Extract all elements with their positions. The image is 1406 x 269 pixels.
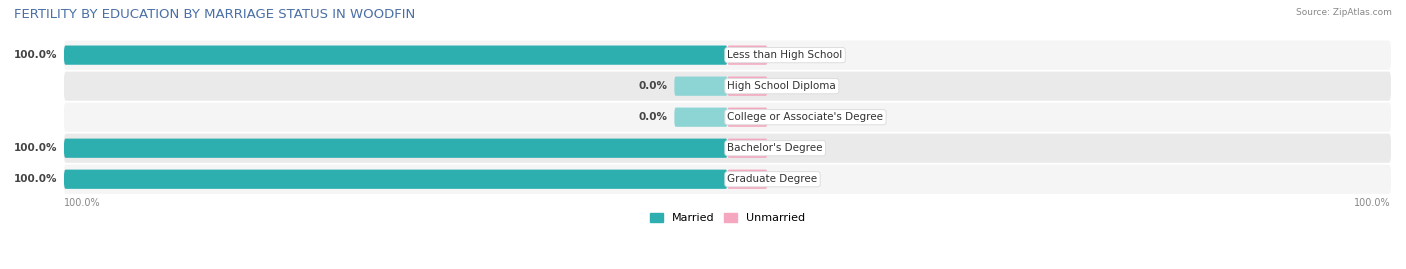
Text: FERTILITY BY EDUCATION BY MARRIAGE STATUS IN WOODFIN: FERTILITY BY EDUCATION BY MARRIAGE STATU… <box>14 8 415 21</box>
FancyBboxPatch shape <box>63 72 1391 101</box>
Text: 100.0%: 100.0% <box>14 143 58 153</box>
Text: Bachelor's Degree: Bachelor's Degree <box>727 143 823 153</box>
Text: 0.0%: 0.0% <box>778 143 806 153</box>
FancyBboxPatch shape <box>63 139 727 158</box>
Text: 100.0%: 100.0% <box>14 174 58 184</box>
Text: 0.0%: 0.0% <box>778 50 806 60</box>
Text: 100.0%: 100.0% <box>63 199 101 208</box>
FancyBboxPatch shape <box>675 77 727 96</box>
Text: 0.0%: 0.0% <box>778 174 806 184</box>
FancyBboxPatch shape <box>727 108 768 127</box>
FancyBboxPatch shape <box>63 102 1391 132</box>
Text: Source: ZipAtlas.com: Source: ZipAtlas.com <box>1296 8 1392 17</box>
Text: High School Diploma: High School Diploma <box>727 81 837 91</box>
FancyBboxPatch shape <box>63 41 1391 70</box>
FancyBboxPatch shape <box>63 170 727 189</box>
FancyBboxPatch shape <box>63 45 727 65</box>
FancyBboxPatch shape <box>63 134 1391 163</box>
FancyBboxPatch shape <box>727 45 768 65</box>
FancyBboxPatch shape <box>727 170 768 189</box>
Text: 0.0%: 0.0% <box>638 112 668 122</box>
Text: Graduate Degree: Graduate Degree <box>727 174 818 184</box>
Text: 0.0%: 0.0% <box>778 112 806 122</box>
FancyBboxPatch shape <box>727 139 768 158</box>
Text: 0.0%: 0.0% <box>638 81 668 91</box>
Text: 100.0%: 100.0% <box>14 50 58 60</box>
FancyBboxPatch shape <box>675 108 727 127</box>
Text: 100.0%: 100.0% <box>1354 199 1391 208</box>
Text: 0.0%: 0.0% <box>778 81 806 91</box>
Text: College or Associate's Degree: College or Associate's Degree <box>727 112 883 122</box>
Text: Less than High School: Less than High School <box>727 50 842 60</box>
Legend: Married, Unmarried: Married, Unmarried <box>645 208 810 228</box>
FancyBboxPatch shape <box>727 77 768 96</box>
FancyBboxPatch shape <box>63 165 1391 194</box>
